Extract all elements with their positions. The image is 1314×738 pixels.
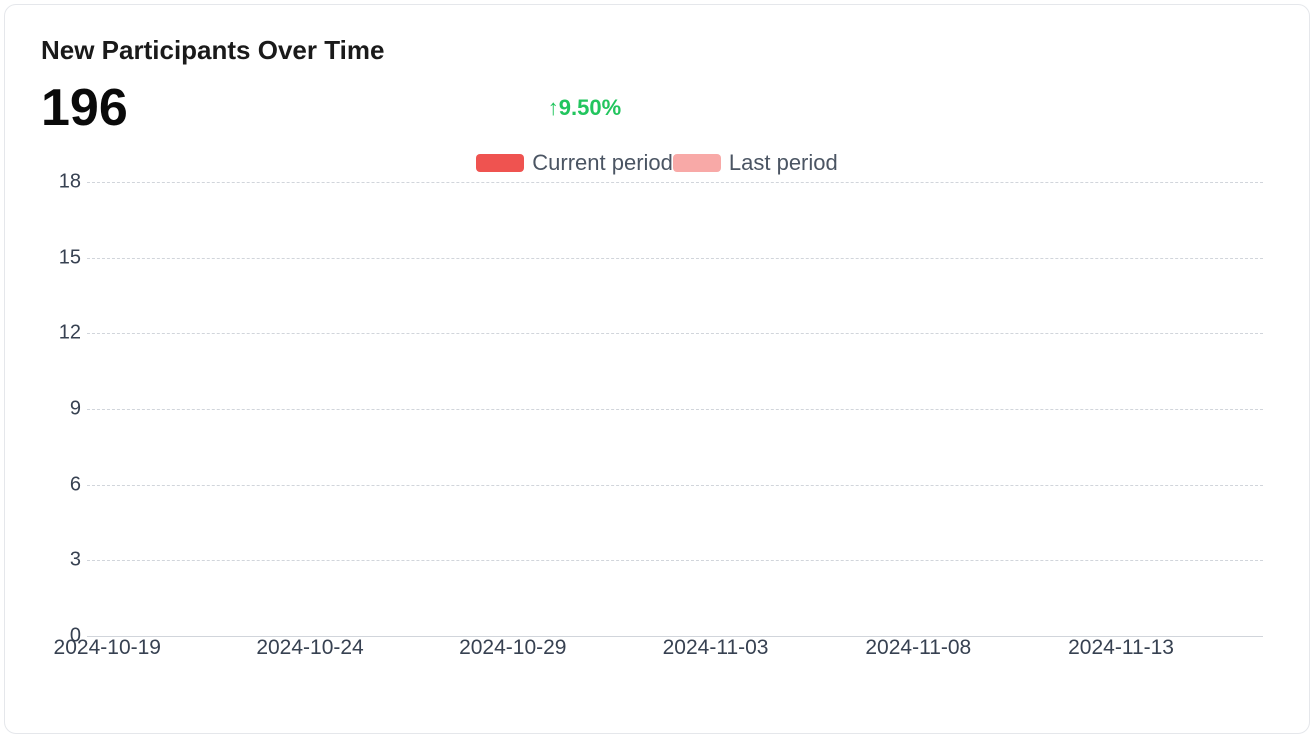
legend-item-last: Last period	[673, 150, 838, 176]
x-tick-label: 2024-10-29	[459, 636, 566, 660]
y-tick-label: 12	[47, 322, 81, 345]
x-tick-label: 2024-10-19	[54, 636, 161, 660]
plot-area: 0369121518	[87, 182, 1263, 636]
gridline	[87, 560, 1263, 561]
y-tick-label: 6	[47, 473, 81, 496]
gridline	[87, 258, 1263, 259]
x-axis: 2024-10-192024-10-242024-10-292024-11-03…	[87, 636, 1263, 664]
legend-item-current: Current period	[476, 150, 673, 176]
gridline	[87, 182, 1263, 183]
legend-swatch-current	[476, 154, 524, 172]
metrics-row: 196 ↑9.50%	[41, 82, 1273, 134]
chart-card: New Participants Over Time 196 ↑9.50% Cu…	[4, 4, 1310, 734]
chart-title: New Participants Over Time	[41, 35, 1273, 66]
metric-total: 196	[41, 82, 128, 134]
x-tick-label: 2024-11-03	[663, 636, 769, 660]
x-tick-label: 2024-11-08	[865, 636, 971, 660]
y-tick-label: 9	[47, 398, 81, 421]
metric-delta: ↑9.50%	[548, 95, 621, 121]
y-tick-label: 3	[47, 549, 81, 572]
gridline	[87, 333, 1263, 334]
legend-label-current: Current period	[532, 150, 673, 176]
gridline	[87, 485, 1263, 486]
legend-swatch-last	[673, 154, 721, 172]
x-tick-label: 2024-10-24	[256, 636, 363, 660]
gridline	[87, 409, 1263, 410]
chart-legend: Current period Last period	[41, 150, 1273, 176]
x-tick-label: 2024-11-13	[1068, 636, 1174, 660]
y-tick-label: 15	[47, 246, 81, 269]
chart-area: 0369121518 2024-10-19 2024-10-24 2024-10-2…	[41, 182, 1273, 692]
legend-label-last: Last period	[729, 150, 838, 176]
y-tick-label: 18	[47, 171, 81, 194]
